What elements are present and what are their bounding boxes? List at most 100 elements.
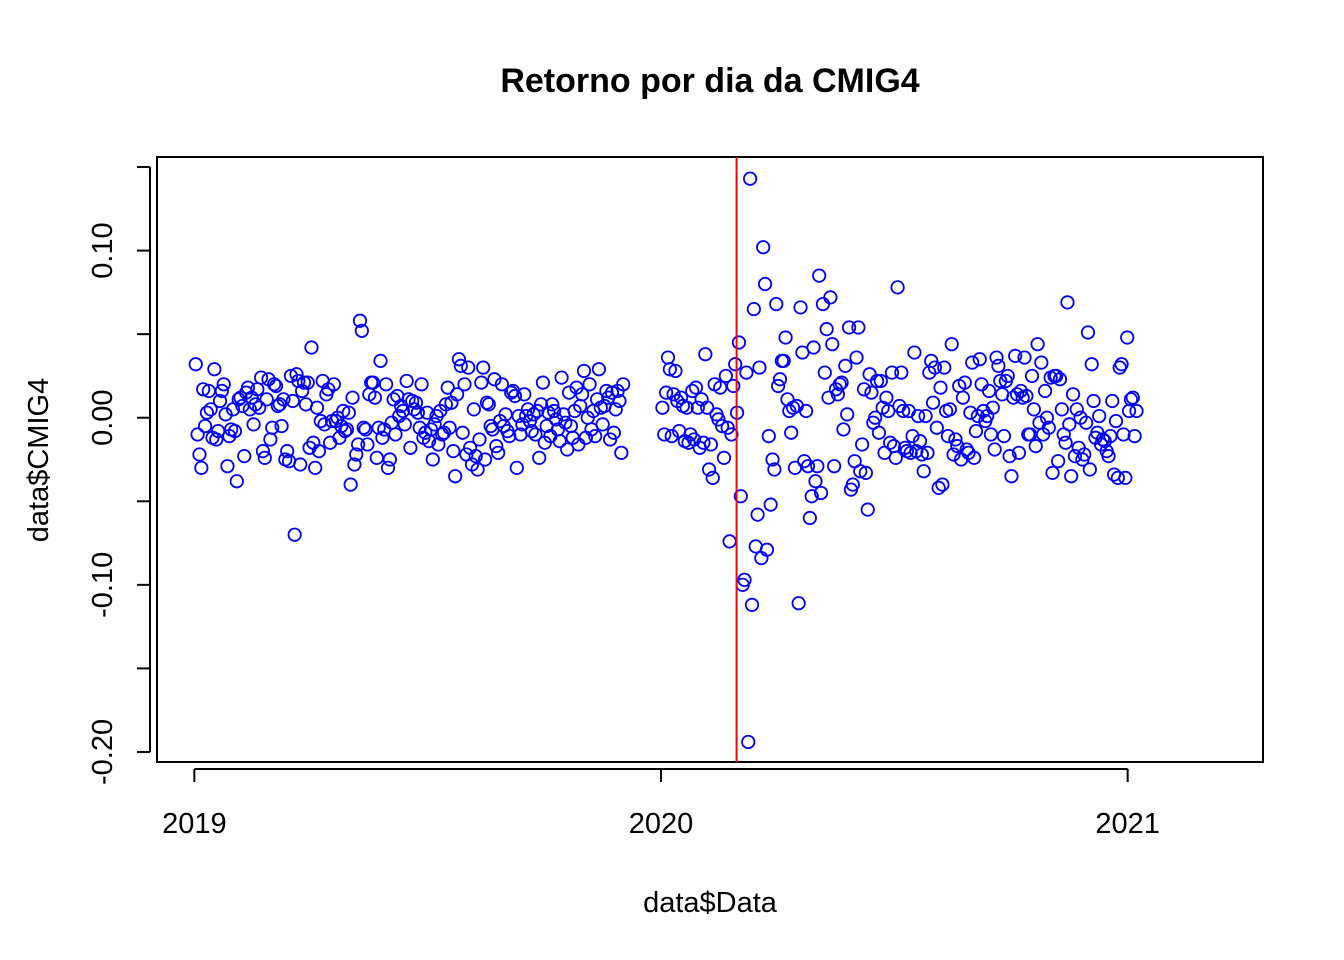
data-point xyxy=(1052,372,1068,387)
data-point xyxy=(341,405,356,420)
x-tick-label: 2020 xyxy=(629,808,694,840)
data-point xyxy=(918,408,933,424)
data-point xyxy=(838,358,853,374)
data-point xyxy=(356,420,371,435)
data-point xyxy=(1118,470,1133,485)
data-point xyxy=(666,387,681,402)
data-point xyxy=(916,464,931,479)
data-point xyxy=(836,422,851,437)
data-point xyxy=(1120,330,1135,345)
data-point xyxy=(1116,427,1131,442)
data-point xyxy=(1000,368,1015,384)
data-point xyxy=(603,432,618,447)
data-point xyxy=(849,350,864,365)
data-point xyxy=(1067,449,1083,464)
data-point xyxy=(716,450,732,465)
data-point xyxy=(380,460,396,475)
data-point xyxy=(776,353,791,368)
data-point xyxy=(840,407,855,422)
data-point xyxy=(733,489,748,504)
data-point xyxy=(659,385,674,400)
data-point xyxy=(229,474,244,489)
data-point xyxy=(440,380,455,395)
data-point xyxy=(817,365,832,380)
y-axis-label: data$CMIG4 xyxy=(23,378,55,542)
data-point xyxy=(987,442,1002,457)
data-point xyxy=(778,330,793,345)
data-point xyxy=(851,320,866,335)
data-point xyxy=(864,385,879,400)
data-point xyxy=(896,403,911,419)
data-point xyxy=(466,402,481,417)
data-point xyxy=(304,340,319,355)
data-point xyxy=(698,347,713,362)
data-point xyxy=(349,447,364,462)
data-point xyxy=(507,388,523,404)
data-point xyxy=(935,477,950,492)
data-point xyxy=(313,413,328,429)
data-point xyxy=(1017,350,1032,365)
data-point xyxy=(668,363,683,379)
data-point xyxy=(911,408,926,424)
data-point xyxy=(197,418,213,434)
data-point xyxy=(407,402,422,417)
data-point xyxy=(194,460,209,475)
data-point xyxy=(522,413,537,429)
data-point xyxy=(731,335,747,350)
data-point xyxy=(259,392,274,407)
data-point xyxy=(737,572,752,587)
data-point xyxy=(1030,337,1045,352)
data-point xyxy=(554,370,569,385)
data-point xyxy=(599,383,614,399)
data-point xyxy=(468,449,483,464)
data-point xyxy=(664,429,679,444)
data-point xyxy=(535,375,551,390)
data-point xyxy=(759,542,775,557)
data-point xyxy=(414,377,429,392)
data-point xyxy=(220,459,235,474)
data-point xyxy=(925,395,941,410)
data-point xyxy=(845,477,860,492)
data-point xyxy=(883,435,898,450)
data-point xyxy=(1127,429,1142,444)
data-point xyxy=(1079,415,1094,430)
data-point xyxy=(274,418,289,434)
data-point xyxy=(1026,402,1041,417)
data-point xyxy=(1004,469,1019,484)
data-point xyxy=(192,447,207,462)
data-point xyxy=(289,367,304,382)
data-point xyxy=(1084,357,1099,372)
data-point xyxy=(1082,462,1097,477)
data-point xyxy=(981,383,997,399)
data-point xyxy=(662,362,677,377)
data-point xyxy=(489,439,504,454)
data-point xyxy=(701,462,717,477)
data-point xyxy=(425,452,440,467)
data-point xyxy=(810,459,825,474)
data-point xyxy=(793,300,808,315)
data-point xyxy=(1028,439,1043,454)
data-point xyxy=(823,290,838,305)
data-point xyxy=(477,452,493,467)
data-point xyxy=(547,403,562,419)
x-tick-label: 2019 xyxy=(162,808,227,840)
data-point xyxy=(399,373,414,389)
data-point xyxy=(1125,390,1140,405)
data-point xyxy=(782,403,797,419)
y-tick-label: -0.10 xyxy=(87,552,119,618)
data-point xyxy=(595,417,610,432)
data-point xyxy=(339,422,355,437)
data-point xyxy=(752,360,767,375)
data-point xyxy=(871,425,887,440)
data-point xyxy=(1037,383,1053,399)
data-point xyxy=(474,375,489,390)
data-point xyxy=(604,385,620,400)
data-point xyxy=(690,400,705,415)
data-point xyxy=(728,357,743,372)
data-point xyxy=(685,383,700,399)
data-point xyxy=(532,450,547,465)
data-point xyxy=(552,434,567,449)
data-point xyxy=(252,400,267,415)
y-tick-label: 0.10 xyxy=(87,222,119,278)
data-point xyxy=(700,400,715,415)
